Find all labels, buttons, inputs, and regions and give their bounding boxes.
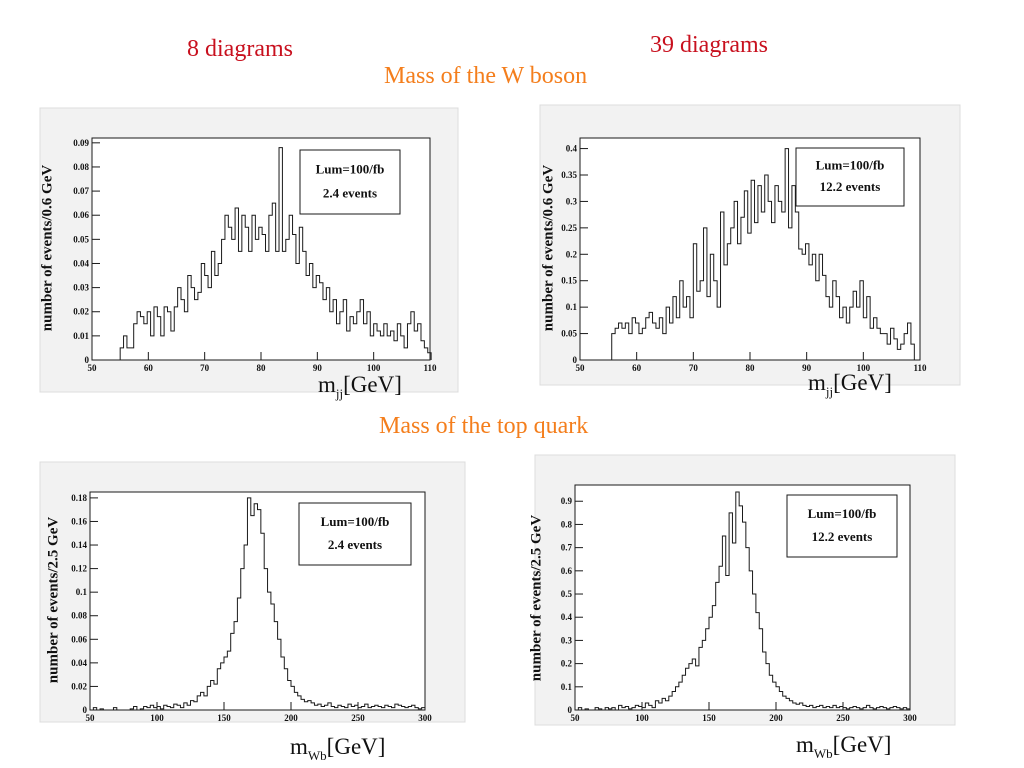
y-tick-label: 0.03 xyxy=(73,283,89,293)
y-tick-label: 0.08 xyxy=(71,611,87,621)
y-tick-label: 0.2 xyxy=(566,249,578,259)
x-axis-label: mjj[GeV] xyxy=(808,370,892,399)
y-tick-label: 0.3 xyxy=(561,635,573,645)
legend-text: Lum=100/fb xyxy=(808,506,877,521)
y-tick-label: 0.01 xyxy=(73,331,89,341)
y-tick-label: 0.1 xyxy=(566,302,578,312)
histogram-series xyxy=(611,148,915,360)
histogram-series xyxy=(92,497,426,711)
y-axis-label: number of events/2.5 GeV xyxy=(528,515,544,682)
y-tick-label: 0.15 xyxy=(561,276,577,286)
x-tick-label: 50 xyxy=(88,363,98,373)
y-tick-label: 0.1 xyxy=(561,682,573,692)
x-tick-label: 200 xyxy=(284,713,298,723)
histogram-series xyxy=(577,491,911,711)
y-tick-label: 0.05 xyxy=(73,234,89,244)
y-tick-label: 0 xyxy=(568,705,573,715)
y-tick-label: 0.09 xyxy=(73,138,89,148)
chart-w-mass-39-diagrams: 0 0.05 0.1 0.15 0.2 0.25 0.3 0.35 0.4 50 60 70 80 90 1… xyxy=(539,104,961,399)
x-tick-label: 300 xyxy=(418,713,432,723)
y-tick-label: 0.8 xyxy=(561,519,573,529)
x-tick-label: 70 xyxy=(200,363,210,373)
y-axis-label: number of events/0.6 GeV xyxy=(39,165,55,332)
legend-text: 12.2 events xyxy=(812,529,873,544)
legend-box xyxy=(298,502,412,566)
w-boson-section-title: Mass of the W boson xyxy=(384,63,588,89)
y-tick-label: 0.04 xyxy=(71,658,87,668)
x-tick-label: 200 xyxy=(769,713,783,723)
x-tick-label: 100 xyxy=(857,363,871,373)
x-tick-label: 50 xyxy=(86,713,96,723)
y-tick-label: 0.4 xyxy=(566,144,578,154)
y-tick-label: 0.3 xyxy=(566,196,578,206)
legend-text: Lum=100/fb xyxy=(321,514,390,529)
x-axis-label: mjj[GeV] xyxy=(318,372,402,401)
y-tick-label: 0.1 xyxy=(76,587,88,597)
y-tick-label: 0.04 xyxy=(73,258,89,268)
x-tick-label: 100 xyxy=(635,713,649,723)
x-axis-label: mWb[GeV] xyxy=(796,732,891,761)
x-tick-label: 250 xyxy=(836,713,850,723)
legend-box xyxy=(786,494,898,558)
legend-text: 2.4 events xyxy=(328,537,382,552)
y-tick-label: 0.4 xyxy=(561,612,573,622)
y-tick-label: 0.06 xyxy=(71,634,87,644)
x-tick-label: 150 xyxy=(702,713,716,723)
x-tick-label: 90 xyxy=(802,363,812,373)
y-tick-label: 0.05 xyxy=(561,329,577,339)
x-tick-label: 60 xyxy=(632,363,642,373)
legend-box xyxy=(299,149,401,215)
y-tick-label: 0.02 xyxy=(71,681,87,691)
x-tick-label: 90 xyxy=(313,363,323,373)
y-tick-label: 0 xyxy=(85,355,90,365)
y-axis-label: number of events/2.5 GeV xyxy=(45,517,61,684)
y-tick-label: 0 xyxy=(573,355,578,365)
right-diagram-count: 39 diagrams xyxy=(650,32,768,58)
y-tick-label: 0.07 xyxy=(73,186,89,196)
x-axis-label: mWb[GeV] xyxy=(290,734,385,763)
x-tick-label: 100 xyxy=(367,363,381,373)
x-tick-label: 110 xyxy=(423,363,437,373)
y-tick-label: 0.02 xyxy=(73,307,89,317)
x-tick-label: 100 xyxy=(150,713,164,723)
histogram-series xyxy=(119,147,432,360)
x-tick-label: 250 xyxy=(351,713,365,723)
top-quark-section-title: Mass of the top quark xyxy=(379,413,589,439)
legend-text: 12.2 events xyxy=(820,179,881,194)
x-tick-label: 70 xyxy=(689,363,699,373)
chart-w-mass-8-diagrams: 0 0.01 0.02 0.03 0.04 0.05 0.06 0.07 0.08 0.09 50 6… xyxy=(39,107,459,401)
y-tick-label: 0.08 xyxy=(73,162,89,172)
x-tick-label: 60 xyxy=(144,363,154,373)
y-tick-label: 0.16 xyxy=(71,516,87,526)
x-tick-label: 300 xyxy=(903,713,917,723)
legend-box xyxy=(795,147,905,207)
y-tick-label: 0.14 xyxy=(71,540,87,550)
y-tick-label: 0.5 xyxy=(561,589,573,599)
y-tick-label: 0.9 xyxy=(561,496,573,506)
y-tick-label: 0.12 xyxy=(71,564,87,574)
chart-top-mass-8-diagrams: 0 0.02 0.04 0.06 0.08 0.1 0.12 0.14 0.16 0.18 50 10… xyxy=(39,461,466,763)
y-tick-label: 0.06 xyxy=(73,210,89,220)
x-tick-label: 150 xyxy=(217,713,231,723)
y-axis-label: number of events/0.6 GeV xyxy=(540,165,556,332)
x-tick-label: 80 xyxy=(257,363,267,373)
legend-text: 2.4 events xyxy=(323,185,377,200)
y-tick-label: 0.2 xyxy=(561,659,573,669)
legend-text: Lum=100/fb xyxy=(316,162,385,177)
x-tick-label: 80 xyxy=(746,363,756,373)
x-tick-label: 110 xyxy=(913,363,927,373)
y-tick-label: 0.18 xyxy=(71,493,87,503)
x-tick-label: 50 xyxy=(571,713,581,723)
y-tick-label: 0 xyxy=(83,705,88,715)
y-tick-label: 0.25 xyxy=(561,223,577,233)
legend-text: Lum=100/fb xyxy=(816,157,885,172)
left-diagram-count: 8 diagrams xyxy=(187,36,293,62)
x-tick-label: 50 xyxy=(576,363,586,373)
y-tick-label: 0.6 xyxy=(561,566,573,576)
chart-top-mass-39-diagrams: 0 0.1 0.2 0.3 0.4 0.5 0.6 0.7 0.8 0.9 50 100 150 200 2… xyxy=(528,454,956,761)
y-tick-label: 0.7 xyxy=(561,543,573,553)
y-tick-label: 0.35 xyxy=(561,170,577,180)
